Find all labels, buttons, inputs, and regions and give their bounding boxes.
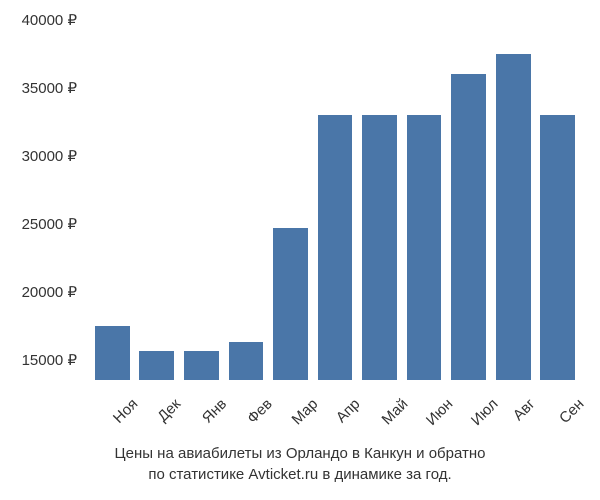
y-tick-label: 25000 ₽ [22,215,77,233]
bar-chart [90,20,580,380]
y-axis: 15000 ₽20000 ₽25000 ₽30000 ₽35000 ₽40000… [0,20,85,380]
x-axis-labels: НояДекЯнвФевМарАпрМайИюнИюлАвгСен [90,385,580,445]
bar [184,351,219,380]
bar [229,342,264,380]
x-tick-label: Авг [510,395,539,424]
y-tick-label: 30000 ₽ [22,147,77,165]
bar [273,228,308,380]
x-tick-label: Июл [468,395,502,429]
y-tick-label: 20000 ₽ [22,283,77,301]
bar [95,326,130,380]
bar [407,115,442,380]
caption-line-2: по статистике Avticket.ru в динамике за … [0,464,600,485]
y-tick-label: 15000 ₽ [22,351,77,369]
bar [451,74,486,380]
plot-area [90,20,580,380]
x-tick-label: Мар [289,395,322,428]
x-tick-label: Фев [244,395,276,427]
x-tick-label: Ноя [110,395,141,426]
chart-caption: Цены на авиабилеты из Орландо в Канкун и… [0,443,600,485]
x-tick-label: Янв [199,395,230,426]
x-tick-label: Май [378,395,411,428]
caption-line-1: Цены на авиабилеты из Орландо в Канкун и… [0,443,600,464]
bar [362,115,397,380]
x-tick-label: Дек [154,395,184,425]
bar [496,54,531,380]
x-tick-label: Сен [556,395,587,426]
x-tick-label: Апр [333,395,364,426]
bar [318,115,353,380]
bar [540,115,575,380]
x-tick-label: Июн [423,395,456,428]
y-tick-label: 40000 ₽ [22,11,77,29]
y-tick-label: 35000 ₽ [22,79,77,97]
bar [139,351,174,380]
